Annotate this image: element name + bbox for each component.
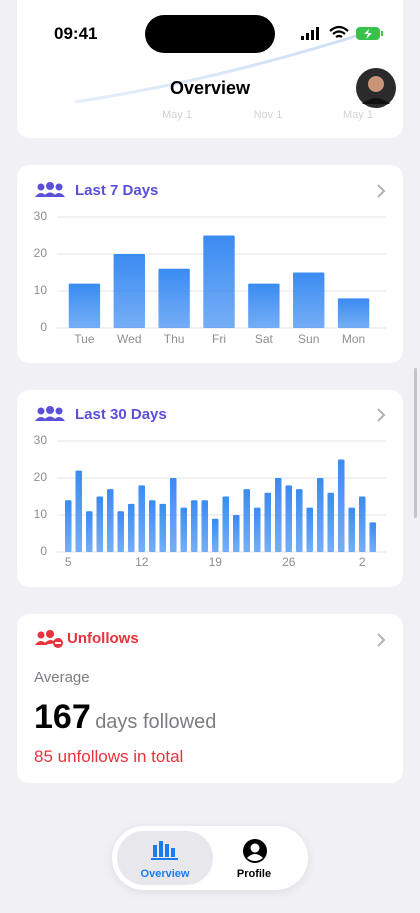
x-tick-label: Fri: [212, 332, 226, 346]
background-label: May 1: [162, 109, 192, 121]
bar: [248, 283, 280, 328]
bar: [222, 496, 230, 552]
bar: [295, 489, 303, 552]
status-icons: [301, 25, 383, 40]
tab-bar: Overview Profile: [112, 826, 308, 890]
scrollbar: [414, 368, 417, 518]
y-tick-label: 30: [34, 209, 48, 223]
bar: [264, 492, 272, 552]
bar: [337, 298, 370, 328]
x-tick-label: Mon: [342, 332, 365, 346]
bar: [358, 496, 366, 552]
people-icon: [35, 406, 65, 421]
background-label: May 1: [343, 109, 373, 121]
bar: [158, 268, 190, 328]
chevron[interactable]: [377, 184, 386, 198]
x-tick-label: Wed: [117, 332, 141, 346]
bar: [106, 489, 114, 552]
x-tick-label: Tue: [74, 332, 95, 346]
bar: [348, 507, 356, 552]
profile-icon: [243, 839, 267, 863]
chevron[interactable]: [377, 408, 386, 422]
x-tick-label: 12: [135, 555, 149, 569]
bar: [117, 511, 125, 552]
average-value: 167: [34, 698, 91, 736]
x-tick-label: Sat: [255, 332, 274, 346]
background-label: Nov 1: [254, 109, 283, 121]
bar: [253, 507, 261, 552]
status-time: 09:41: [54, 24, 98, 43]
average-row: 167 days followed: [34, 698, 216, 737]
tab-label[interactable]: Profile: [236, 868, 272, 880]
average-unit: days followed: [95, 711, 217, 733]
bar: [201, 500, 209, 552]
bar: [159, 503, 167, 552]
x-tick-label: Sun: [298, 332, 319, 346]
bar: [211, 518, 219, 552]
header-title: Overview: [169, 78, 251, 98]
chevron[interactable]: [377, 633, 386, 647]
y-tick-label: 0: [40, 320, 47, 334]
background-line: [74, 28, 376, 104]
bar: [327, 492, 335, 552]
y-tick-label: 30: [34, 433, 48, 447]
average-label: Average: [34, 669, 90, 686]
bar: [64, 500, 72, 552]
card-title: Last 30 Days: [75, 406, 167, 423]
bar: [243, 489, 251, 552]
bar: [180, 507, 188, 552]
bar: [113, 254, 145, 328]
card-title: Last 7 Days: [75, 182, 159, 199]
card-title: Unfollows: [67, 630, 139, 647]
avatar-body: [362, 98, 390, 104]
x-tick-label: Thu: [164, 332, 185, 346]
bar: [148, 500, 156, 552]
y-tick-label: 10: [34, 283, 48, 297]
y-tick-label: 20: [34, 246, 48, 260]
bar: [316, 478, 324, 552]
x-tick-label: 2: [359, 555, 366, 569]
bar: [203, 235, 235, 328]
dynamic-island: [145, 15, 275, 53]
tab-label[interactable]: Overview: [140, 868, 190, 880]
bar: [306, 507, 314, 552]
overview-icon: [151, 841, 178, 860]
bar: [274, 478, 282, 552]
bar: [337, 459, 345, 552]
bar: [138, 485, 146, 552]
bar: [68, 283, 101, 328]
bar: [285, 485, 293, 552]
bar: [85, 511, 93, 552]
bar: [75, 470, 83, 552]
avatar-face: [368, 76, 384, 92]
people-icon: [35, 182, 65, 197]
x-tick-label: 19: [209, 555, 223, 569]
unfollow-icon: [35, 630, 63, 648]
y-tick-label: 10: [34, 507, 48, 521]
x-tick-label: 5: [65, 555, 72, 569]
unfollows-total: 85 unfollows in total: [34, 747, 184, 766]
bar: [96, 496, 104, 552]
bar: [190, 500, 198, 552]
x-tick-label: 26: [282, 555, 296, 569]
y-tick-label: 20: [34, 470, 48, 484]
bar: [169, 478, 177, 552]
bar: [127, 503, 135, 552]
y-tick-label: 0: [40, 544, 47, 558]
unfollows-card[interactable]: [17, 614, 403, 783]
bar: [293, 272, 325, 328]
bar: [369, 522, 377, 552]
bar: [232, 515, 240, 552]
